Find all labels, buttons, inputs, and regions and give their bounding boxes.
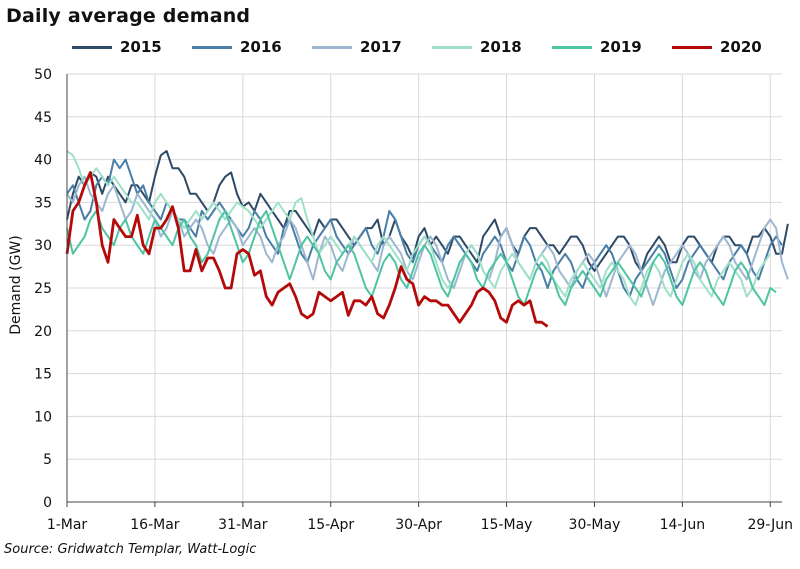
x-tick-label: 16-Mar xyxy=(130,517,180,533)
y-tick-label: 25 xyxy=(34,281,52,297)
y-axis-label: Demand (GW) xyxy=(8,235,24,334)
source-note: Source: Gridwatch Templar, Watt-Logic xyxy=(4,542,257,557)
legend-swatch xyxy=(552,45,592,49)
y-tick-label: 15 xyxy=(34,367,52,383)
x-tick-label: 15-Apr xyxy=(307,517,354,533)
legend-label: 2019 xyxy=(600,38,642,56)
chart-title: Daily average demand xyxy=(6,5,251,27)
axes xyxy=(66,74,782,507)
x-tick-label: 14-Jun xyxy=(660,517,706,533)
y-tick-label: 20 xyxy=(34,324,52,340)
y-tick-label: 5 xyxy=(43,452,52,468)
legend-item-2016: 2016 xyxy=(192,38,312,56)
y-tick-label: 10 xyxy=(34,409,52,425)
legend-item-2018: 2018 xyxy=(432,38,552,56)
legend-item-2015: 2015 xyxy=(72,38,192,56)
legend-swatch xyxy=(72,45,112,49)
y-tick-label: 40 xyxy=(34,153,52,169)
legend-label: 2018 xyxy=(480,38,522,56)
x-tick-label: 29-Jun xyxy=(748,517,794,533)
legend-label: 2016 xyxy=(240,38,282,56)
series-line-2020 xyxy=(65,170,549,328)
series-line-2015 xyxy=(66,150,789,272)
legend-swatch xyxy=(312,45,352,49)
grid xyxy=(67,73,782,502)
x-tick-label: 15-May xyxy=(481,517,533,533)
legend-swatch xyxy=(672,45,712,49)
x-tick-label: 1-Mar xyxy=(47,517,88,533)
y-tick-label: 35 xyxy=(34,195,52,211)
x-tick-label: 30-Apr xyxy=(395,517,442,533)
legend-item-2020: 2020 xyxy=(672,38,792,56)
y-tick-labels: 0 5 10 15 20 25 30 35 40 45 50 xyxy=(34,67,52,511)
y-tick-label: 0 xyxy=(43,495,52,511)
legend-label: 2020 xyxy=(720,38,762,56)
legend-swatch xyxy=(432,45,472,49)
y-tick-label: 50 xyxy=(34,67,52,83)
x-tick-labels: 1-Mar 16-Mar 31-Mar 15-Apr 30-Apr 15-May 30-Ma… xyxy=(47,517,793,533)
legend-swatch xyxy=(192,45,232,49)
legend-label: 2017 xyxy=(360,38,402,56)
x-tick-label: 31-Mar xyxy=(218,517,268,533)
y-tick-label: 30 xyxy=(34,238,52,254)
series-lines xyxy=(65,150,789,328)
legend-label: 2015 xyxy=(120,38,162,56)
y-tick-label: 45 xyxy=(34,110,52,126)
legend-item-2019: 2019 xyxy=(552,38,672,56)
legend: 2015 2016 2017 2018 2019 2020 xyxy=(72,38,792,56)
legend-item-2017: 2017 xyxy=(312,38,432,56)
x-tick-label: 30-May xyxy=(569,517,621,533)
series-line-2019 xyxy=(66,210,777,307)
